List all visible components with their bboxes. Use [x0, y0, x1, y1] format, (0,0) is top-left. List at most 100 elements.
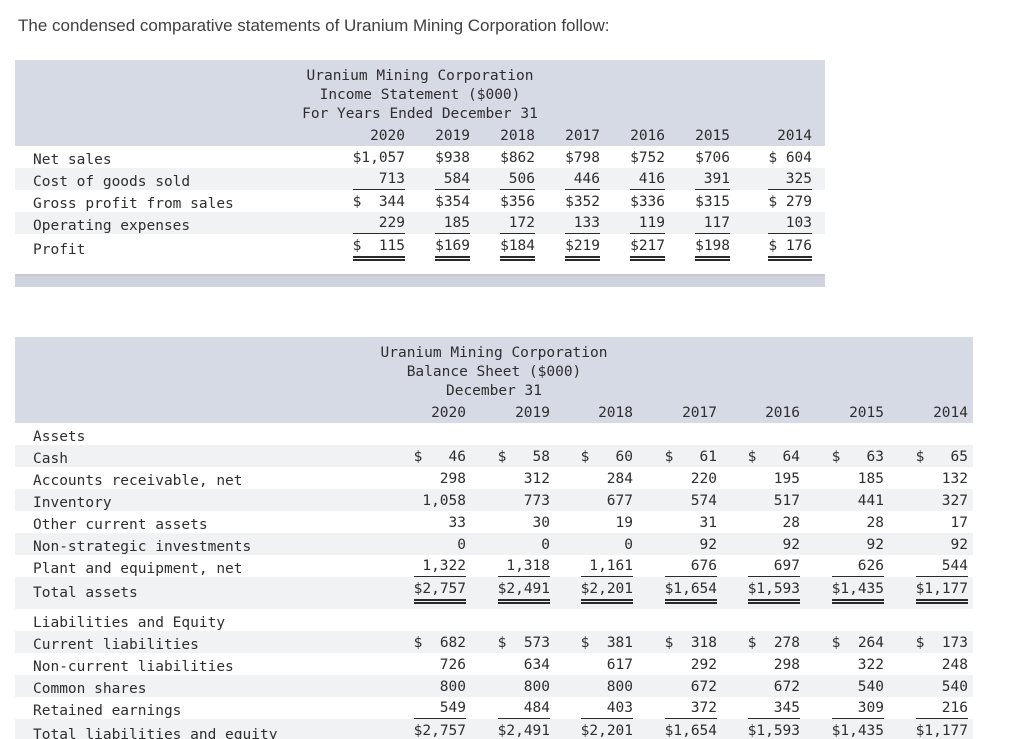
year-label: 2017	[682, 405, 717, 421]
table-row: Common shares 800 800 800 672 672 540 540	[15, 675, 973, 697]
table-row: Non-strategic investments 0 0 0 92 92 92 92	[15, 533, 973, 555]
value-cell: $ 46	[413, 449, 467, 465]
value-cell: $ 115	[352, 237, 406, 261]
table-row: Total liabilities and equity $2,757 $2,491…	[15, 719, 973, 739]
value-cell: $315	[695, 194, 731, 210]
row-label: Retained earnings	[33, 703, 182, 719]
table-row: Gross profit from sales $ 344 $354 $356 $352…	[15, 190, 825, 212]
value-cell: $1,057	[352, 150, 406, 166]
row-label: Accounts receivable, net	[33, 473, 243, 489]
value-cell: $356	[500, 194, 536, 210]
row-label: Non-current liabilities	[33, 659, 234, 675]
table-row: Plant and equipment, net 1,322 1,318 1,161 6…	[15, 555, 973, 577]
value-cell: 92	[866, 537, 884, 553]
value-cell: $2,757	[413, 580, 467, 604]
value-cell: $ 264	[831, 635, 885, 651]
value-cell: 312	[523, 471, 550, 487]
value-cell: $1,177	[915, 580, 969, 604]
balance-sheet-section: Uranium Mining Corporation Balance Sheet…	[15, 337, 1024, 739]
row-label: Total liabilities and equity	[33, 727, 278, 739]
value-cell: $ 60	[580, 449, 634, 465]
value-cell: 103	[768, 214, 812, 234]
value-cell: 298	[439, 471, 466, 487]
table-row: Non-current liabilities 726 634 617 292 298 32…	[15, 653, 973, 675]
statement-period: December 31	[445, 383, 543, 399]
row-label: Plant and equipment, net	[33, 561, 243, 577]
year-label: 2020	[370, 128, 405, 144]
value-cell: 1,161	[580, 557, 633, 577]
value-cell: 195	[773, 471, 800, 487]
year-label: 2018	[598, 405, 633, 421]
year-label: 2020	[431, 405, 466, 421]
value-cell: 617	[606, 657, 633, 673]
value-cell: 133	[565, 214, 600, 234]
statement-company-name: Uranium Mining Corporation	[306, 68, 534, 84]
year-label: 2014	[933, 405, 968, 421]
value-cell: $ 573	[497, 635, 551, 651]
section-header-label: Assets	[33, 429, 86, 445]
value-cell: 0	[541, 537, 550, 553]
value-cell: $217	[630, 237, 665, 261]
value-cell: 248	[941, 657, 968, 673]
value-cell: 676	[664, 557, 717, 577]
value-cell: $169	[435, 237, 470, 261]
value-cell: 506	[500, 170, 535, 190]
table-row: Net sales $1,057 $938 $862 $798 $752 $706 $ 604	[15, 146, 825, 168]
value-cell: $1,177	[916, 722, 968, 739]
value-cell: 92	[699, 537, 717, 553]
value-cell: 292	[690, 657, 717, 673]
statement-title: Balance Sheet ($000)	[406, 364, 582, 380]
value-cell: 31	[699, 515, 717, 531]
value-cell: 220	[690, 471, 717, 487]
value-cell: 345	[747, 699, 800, 719]
value-cell: 672	[773, 679, 800, 695]
year-label: 2017	[565, 128, 601, 144]
year-label: 2019	[515, 405, 550, 421]
value-cell: 132	[941, 471, 968, 487]
value-cell: 309	[831, 699, 884, 719]
value-cell: $198	[695, 237, 730, 261]
value-cell: $1,435	[832, 722, 884, 739]
year-header-row: 2020 2019 2018 2017 2016 2015 2014	[15, 401, 973, 423]
value-cell: $752	[630, 150, 666, 166]
value-cell: $ 65	[915, 449, 969, 465]
value-cell: $ 318	[664, 635, 718, 651]
value-cell: $706	[695, 150, 731, 166]
value-cell: 298	[773, 657, 800, 673]
value-cell: 28	[782, 515, 800, 531]
value-cell: $219	[565, 237, 600, 261]
value-cell: $ 61	[664, 449, 718, 465]
year-label: 2015	[849, 405, 884, 421]
row-label: Gross profit from sales	[33, 196, 234, 212]
value-cell: 697	[747, 557, 800, 577]
value-cell: 92	[950, 537, 968, 553]
value-cell: $2,201	[580, 580, 634, 604]
value-cell: 713	[352, 170, 405, 190]
value-cell: $ 176	[768, 237, 812, 261]
value-cell: $1,654	[664, 580, 718, 604]
statement-title: Income Statement ($000)	[319, 87, 521, 103]
income-statement-section: Uranium Mining Corporation Income Statem…	[15, 60, 1024, 287]
table-row: Inventory 1,058 773 677 574 517 441 327	[15, 489, 973, 511]
value-cell: 92	[782, 537, 800, 553]
statement-period: For Years Ended December 31	[302, 106, 538, 122]
value-cell: 446	[565, 170, 600, 190]
value-cell: 626	[831, 557, 884, 577]
year-label: 2019	[435, 128, 471, 144]
value-cell: 1,318	[497, 557, 550, 577]
value-cell: 284	[606, 471, 633, 487]
row-label: Total assets	[33, 585, 138, 601]
value-cell: 800	[439, 679, 466, 695]
table-row: Retained earnings 549 484 403 372 345 309 216	[15, 697, 973, 719]
value-cell: $ 381	[580, 635, 634, 651]
value-cell: $ 58	[497, 449, 551, 465]
row-label: Cost of goods sold	[33, 174, 191, 190]
value-cell: $354	[435, 194, 471, 210]
value-cell: 773	[523, 493, 550, 509]
balance-sheet-table: 2020 2019 2018 2017 2016 2015 2014 Assets Cash $ …	[15, 401, 973, 739]
table-row: Operating expenses 229 185 172 133 119 117 103	[15, 212, 825, 234]
table-row: Assets	[15, 423, 973, 445]
row-label: Current liabilities	[33, 637, 199, 653]
value-cell: $ 173	[915, 635, 969, 651]
row-label: Other current assets	[33, 517, 208, 533]
